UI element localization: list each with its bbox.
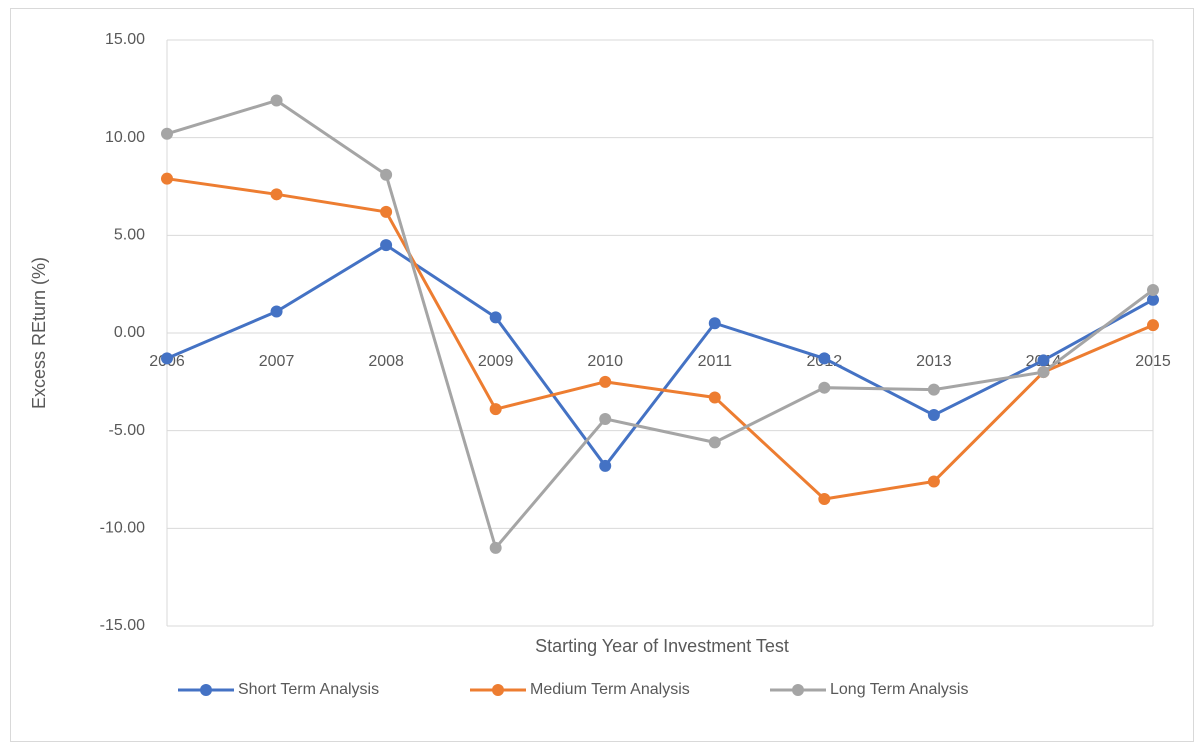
data-point: [489, 403, 502, 416]
data-point: [708, 317, 721, 330]
data-point: [818, 352, 831, 365]
data-point: [927, 475, 940, 488]
data-point: [599, 412, 612, 425]
x-axis-title: Starting Year of Investment Test: [535, 636, 789, 656]
data-point: [489, 541, 502, 554]
legend-marker: [792, 684, 804, 696]
y-tick-label: 15.00: [105, 31, 145, 48]
data-point: [380, 239, 393, 252]
data-point: [818, 493, 831, 506]
x-tick-label: 2009: [478, 353, 514, 370]
legend-label: Short Term Analysis: [238, 681, 379, 698]
data-point: [708, 436, 721, 449]
data-point: [927, 409, 940, 422]
data-point: [270, 188, 283, 201]
x-tick-label: 2013: [916, 353, 952, 370]
x-tick-label: 2008: [368, 353, 404, 370]
chart-frame: [10, 8, 1194, 742]
legend-label: Medium Term Analysis: [530, 681, 690, 698]
data-point: [161, 127, 173, 140]
y-tick-label: 10.00: [105, 129, 145, 146]
data-point: [599, 375, 612, 388]
data-point: [1147, 293, 1159, 306]
legend-label: Long Term Analysis: [830, 681, 968, 698]
data-point: [599, 459, 612, 472]
y-axis-title: Excess REturn (%): [29, 257, 49, 409]
data-point: [161, 172, 173, 185]
x-tick-label: 2010: [587, 353, 623, 370]
data-point: [1147, 319, 1159, 332]
data-point: [489, 311, 502, 324]
data-point: [270, 94, 283, 107]
data-point: [708, 391, 721, 404]
data-point: [1037, 354, 1050, 367]
x-tick-label: 2015: [1135, 353, 1171, 370]
series-line: [166, 98, 1154, 551]
y-tick-label: -5.00: [109, 422, 146, 439]
y-tick-label: -15.00: [100, 617, 145, 634]
data-point: [380, 168, 393, 181]
legend-marker: [492, 684, 504, 696]
data-point: [1147, 284, 1159, 297]
data-point: [1037, 366, 1050, 379]
y-tick-label: 5.00: [114, 227, 145, 244]
x-tick-label: 2007: [259, 353, 295, 370]
y-tick-label: 0.00: [114, 324, 145, 341]
data-point: [270, 305, 283, 318]
series-line: [166, 243, 1154, 469]
y-tick-label: -10.00: [100, 520, 145, 537]
data-point: [161, 352, 173, 365]
legend-marker: [200, 684, 212, 696]
data-point: [818, 381, 831, 394]
data-point: [380, 205, 393, 218]
data-point: [927, 383, 940, 396]
series-line: [166, 177, 1154, 501]
x-tick-label: 2011: [698, 353, 733, 370]
